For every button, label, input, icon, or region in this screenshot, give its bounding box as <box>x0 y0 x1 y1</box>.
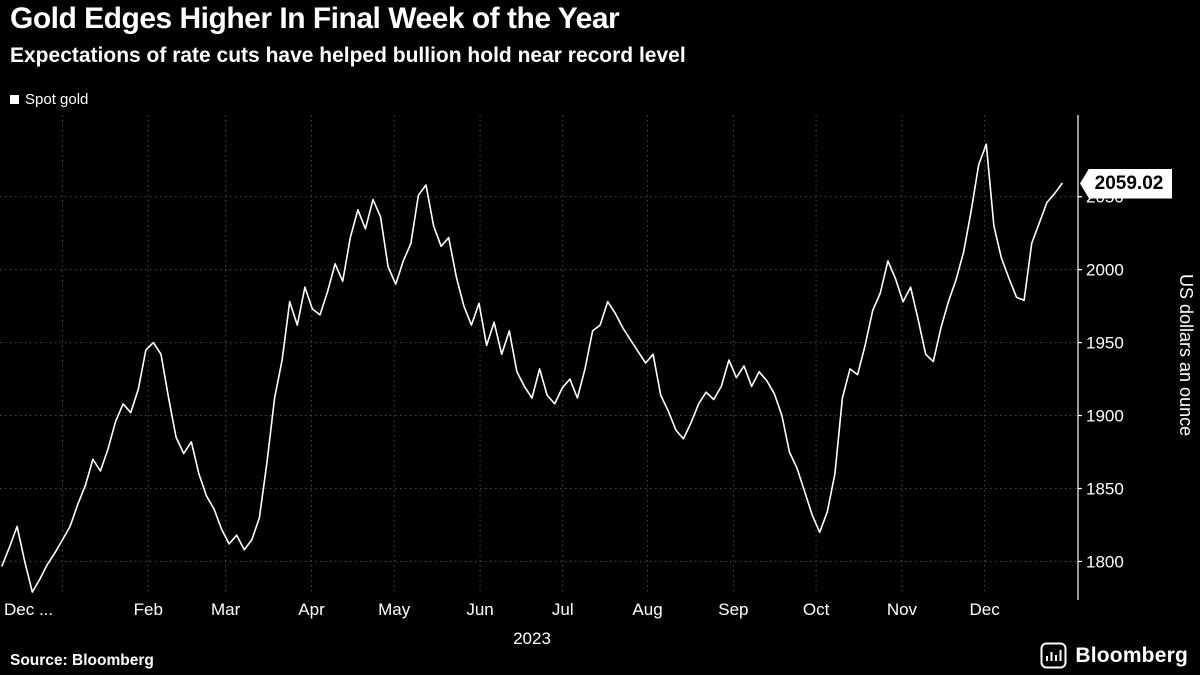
legend: Spot gold <box>10 91 88 108</box>
legend-swatch-icon <box>10 95 19 104</box>
svg-text:2000: 2000 <box>1086 261 1124 280</box>
svg-text:May: May <box>378 600 411 619</box>
source-credit: Source: Bloomberg <box>10 652 154 669</box>
svg-text:1850: 1850 <box>1086 479 1124 498</box>
bloomberg-wordmark: Bloomberg <box>1075 643 1188 667</box>
svg-text:Jun: Jun <box>466 600 493 619</box>
y-axis-title: US dollars an ounce <box>1176 273 1196 437</box>
svg-text:Oct: Oct <box>803 600 830 619</box>
svg-text:Nov: Nov <box>887 600 918 619</box>
chart-title: Gold Edges Higher In Final Week of the Y… <box>10 2 620 35</box>
last-price-label: 2059.02 <box>1080 168 1172 199</box>
legend-label: Spot gold <box>25 91 89 108</box>
svg-text:Jul: Jul <box>552 600 574 619</box>
bloomberg-logo: Bloomberg <box>1040 642 1188 669</box>
svg-text:2023: 2023 <box>513 629 551 648</box>
svg-text:Mar: Mar <box>211 600 241 619</box>
svg-text:1800: 1800 <box>1086 552 1124 571</box>
svg-text:1900: 1900 <box>1086 407 1124 426</box>
bloomberg-chart-icon <box>1040 642 1067 669</box>
svg-text:Aug: Aug <box>632 600 662 619</box>
svg-text:1950: 1950 <box>1086 334 1124 353</box>
svg-text:Feb: Feb <box>134 600 163 619</box>
svg-text:Apr: Apr <box>298 600 325 619</box>
svg-text:Dec ...: Dec ... <box>4 600 53 619</box>
svg-text:Sep: Sep <box>718 600 748 619</box>
chart-subtitle: Expectations of rate cuts have helped bu… <box>10 44 686 67</box>
svg-text:Dec: Dec <box>970 600 1001 619</box>
